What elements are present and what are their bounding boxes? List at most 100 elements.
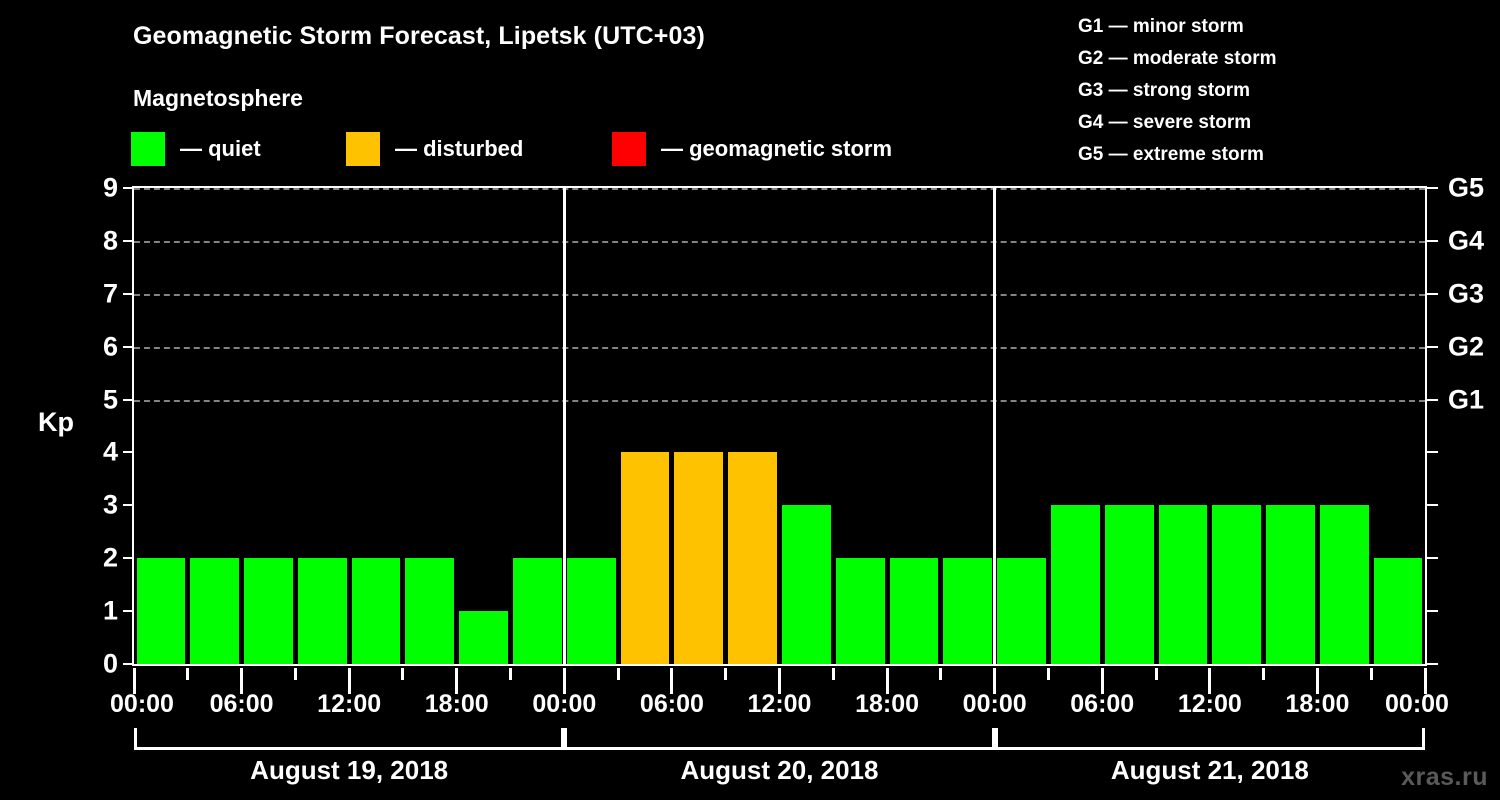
y-tick-mark: [123, 187, 134, 189]
y-tick-label-9: 9: [102, 172, 118, 203]
y-tick-label-0: 0: [102, 648, 118, 679]
date-label: August 19, 2018: [250, 755, 449, 785]
g-tick-mark: [1427, 398, 1438, 401]
bar: [728, 452, 777, 664]
g-tick-mark: [1427, 239, 1438, 242]
x-tick-mark: [1423, 668, 1427, 694]
y-tick-mark: [123, 610, 134, 613]
y-tick-mark: [123, 345, 134, 348]
x-tick-mark: [562, 668, 566, 694]
day-separator: [562, 188, 566, 664]
bar: [190, 558, 240, 664]
bar: [1050, 505, 1100, 664]
y-tick-label-7: 7: [102, 278, 118, 309]
x-tick-mark: [885, 668, 889, 694]
bar: [459, 611, 509, 664]
bar: [1104, 505, 1154, 664]
x-tick-mark: [724, 668, 728, 680]
g-tick-mark-minor: [1427, 504, 1438, 507]
bar: [1373, 558, 1423, 664]
x-tick-mark: [993, 668, 997, 694]
x-tick-label: 18:00: [855, 690, 920, 718]
plot-frame: [132, 186, 1427, 666]
x-tick-label: 00:00: [532, 690, 597, 718]
x-tick-mark: [240, 668, 244, 694]
bracket-line: [994, 747, 1425, 750]
g-tick-mark: [1427, 345, 1438, 348]
bracket-left-cap: [994, 728, 998, 750]
storm-scale-g1: G1 — minor storm: [1078, 16, 1244, 37]
x-tick-label: 00:00: [110, 690, 174, 718]
x-tick-mark: [939, 668, 943, 680]
bar: [620, 452, 670, 664]
magnetosphere-heading: Magnetosphere: [133, 85, 303, 111]
bracket-line: [134, 747, 565, 750]
bar: [889, 558, 939, 664]
x-tick-label: 06:00: [1070, 690, 1135, 718]
g-tick-label-G1: G1: [1448, 384, 1485, 415]
x-tick-label: 12:00: [1177, 690, 1242, 718]
y-tick-label-2: 2: [102, 542, 118, 573]
bar: [674, 452, 724, 664]
storm-scale-g3: G3 — strong storm: [1078, 80, 1251, 102]
bar: [1212, 505, 1262, 664]
legend-item-storm: — geomagnetic storm: [612, 132, 892, 166]
bar: [782, 505, 831, 664]
bracket-line: [564, 747, 995, 750]
page-title: Geomagnetic Storm Forecast, Lipetsk (UTC…: [133, 22, 705, 50]
y-tick-mark: [123, 663, 134, 665]
watermark: xras.ru: [1401, 763, 1488, 791]
bar: [513, 558, 562, 664]
y-tick-mark: [123, 557, 134, 560]
y-axis-title: Kp: [38, 407, 74, 437]
day-separator: [993, 188, 997, 664]
bar: [835, 558, 885, 664]
bracket-left-cap: [564, 728, 568, 750]
x-tick-label: 06:00: [209, 690, 274, 718]
legend-label-storm: — geomagnetic storm: [661, 136, 893, 161]
y-tick-mark: [123, 239, 134, 242]
g-tick-label-G2: G2: [1448, 331, 1485, 362]
x-tick-label: 12:00: [317, 690, 382, 718]
legend-swatch-storm: [612, 132, 646, 166]
bracket-right-cap: [1421, 728, 1425, 750]
g-tick-mark: [1427, 187, 1438, 189]
date-bracket: [994, 728, 1425, 750]
x-tick-mark: [293, 668, 297, 680]
bar: [943, 558, 993, 664]
bar: [297, 558, 347, 664]
y-tick-label-5: 5: [102, 384, 118, 415]
x-tick-mark: [1154, 668, 1158, 680]
x-tick-mark: [132, 668, 136, 694]
gridline-kp-8: [134, 240, 1425, 243]
x-tick-mark: [778, 668, 781, 694]
date-label: August 21, 2018: [1110, 755, 1309, 785]
g-tick-label-G3: G3: [1448, 278, 1485, 309]
x-tick-label: 00:00: [1385, 690, 1449, 718]
bar: [566, 558, 616, 664]
x-tick-label: 00:00: [962, 690, 1027, 718]
g-tick-mark-minor: [1427, 610, 1438, 613]
x-tick-mark: [1208, 668, 1212, 694]
legend-item-disturbed: — disturbed: [346, 132, 523, 166]
x-tick-mark: [401, 668, 405, 680]
gridline-kp-9: [134, 188, 1425, 190]
bar: [405, 558, 455, 664]
x-tick-mark: [1262, 668, 1266, 680]
bracket-right-cap: [561, 728, 565, 750]
bracket-left-cap: [134, 728, 137, 750]
x-tick-mark: [1100, 668, 1104, 694]
x-tick-mark: [186, 668, 190, 680]
bar: [136, 558, 186, 664]
date-bracket: [564, 728, 995, 750]
x-tick-mark: [347, 668, 351, 694]
x-tick-mark: [670, 668, 674, 694]
bracket-right-cap: [991, 728, 995, 750]
gridline-kp-7: [134, 293, 1425, 296]
legend-swatch-disturbed: [346, 132, 380, 166]
y-tick-mark: [123, 292, 134, 295]
x-tick-label: 18:00: [1285, 690, 1350, 718]
y-tick-label-4: 4: [102, 436, 118, 467]
bar: [997, 558, 1046, 664]
gridline-kp-6: [134, 346, 1425, 349]
